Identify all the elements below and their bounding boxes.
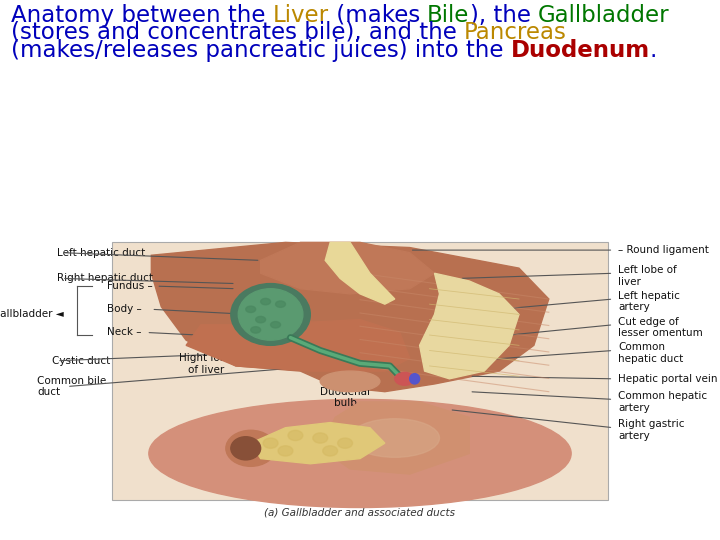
Text: Bile: Bile — [427, 4, 469, 27]
Text: Stomach: Stomach — [387, 428, 433, 438]
Text: Duodenal
bulb: Duodenal bulb — [320, 387, 370, 408]
Ellipse shape — [410, 374, 420, 384]
Text: (stores and concentrates bile), and the: (stores and concentrates bile), and the — [11, 21, 464, 44]
Ellipse shape — [338, 438, 353, 448]
Text: (makes: (makes — [328, 4, 427, 27]
Ellipse shape — [323, 446, 338, 456]
Text: (a) Gallbladder and associated ducts: (a) Gallbladder and associated ducts — [264, 508, 456, 517]
Ellipse shape — [231, 437, 261, 460]
Text: Duodenum: Duodenum — [510, 38, 649, 62]
FancyBboxPatch shape — [112, 242, 608, 500]
Text: Anatomy between the: Anatomy between the — [11, 4, 273, 27]
Text: Liver: Liver — [273, 4, 328, 27]
Text: Body –: Body – — [107, 305, 141, 314]
Text: Left hepatic
artery: Left hepatic artery — [618, 291, 680, 312]
Text: (makes/releases pancreatic juices) into the: (makes/releases pancreatic juices) into … — [11, 38, 510, 62]
Text: ), the: ), the — [469, 4, 538, 27]
Ellipse shape — [149, 400, 571, 508]
Text: Gallbladder ◄: Gallbladder ◄ — [0, 309, 64, 320]
Ellipse shape — [288, 430, 303, 441]
Ellipse shape — [278, 446, 293, 456]
Text: Left lobe of
liver: Left lobe of liver — [618, 265, 677, 287]
Text: Hight lobe
of liver: Hight lobe of liver — [179, 353, 233, 375]
Polygon shape — [261, 242, 434, 294]
Text: Cut edge of
lesser omentum: Cut edge of lesser omentum — [618, 316, 703, 338]
Polygon shape — [251, 423, 384, 464]
Ellipse shape — [251, 327, 261, 333]
Text: Right gastric
artery: Right gastric artery — [618, 420, 685, 441]
Ellipse shape — [312, 433, 328, 443]
Text: Common
hepatic duct: Common hepatic duct — [618, 342, 683, 364]
Text: Cystic duct: Cystic duct — [52, 356, 110, 366]
Polygon shape — [320, 402, 469, 474]
Ellipse shape — [231, 284, 310, 346]
Text: Fundus –: Fundus – — [107, 281, 153, 291]
Ellipse shape — [246, 306, 256, 313]
Text: Common hepatic
artery: Common hepatic artery — [618, 391, 708, 413]
Ellipse shape — [276, 301, 285, 307]
Text: Common bile
duct: Common bile duct — [37, 376, 107, 397]
Text: Gallbladder: Gallbladder — [538, 4, 670, 27]
Ellipse shape — [320, 371, 380, 392]
Text: – Round ligament: – Round ligament — [618, 245, 709, 255]
Ellipse shape — [256, 316, 266, 323]
Text: Pancreas: Pancreas — [297, 441, 343, 451]
Polygon shape — [420, 273, 519, 379]
Text: Neck –: Neck – — [107, 327, 141, 338]
Ellipse shape — [261, 299, 271, 305]
Ellipse shape — [350, 418, 439, 457]
Text: Pancreas: Pancreas — [464, 21, 567, 44]
Text: Left hepatic duct: Left hepatic duct — [57, 248, 145, 258]
Text: .: . — [649, 38, 657, 62]
Text: Right hepatic duct: Right hepatic duct — [57, 273, 153, 284]
Text: Hepatic portal vein: Hepatic portal vein — [618, 374, 718, 384]
Polygon shape — [325, 242, 395, 304]
Polygon shape — [151, 242, 549, 392]
Ellipse shape — [226, 430, 276, 467]
Polygon shape — [186, 320, 410, 371]
Ellipse shape — [238, 289, 303, 340]
Ellipse shape — [263, 438, 278, 448]
Ellipse shape — [395, 373, 415, 385]
Ellipse shape — [271, 321, 281, 328]
